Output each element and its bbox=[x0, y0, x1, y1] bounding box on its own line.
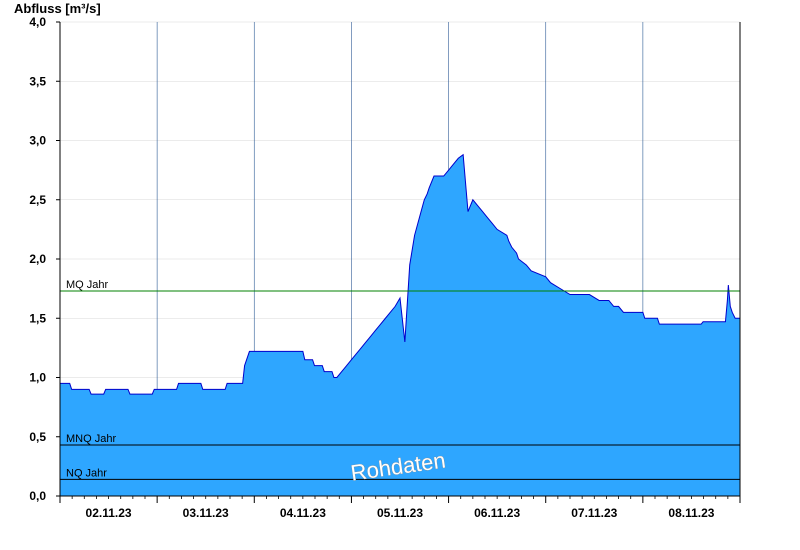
x-tick-label: 05.11.23 bbox=[377, 506, 423, 520]
area-layer bbox=[60, 153, 740, 496]
ref-line-label: MQ Jahr bbox=[66, 279, 109, 291]
x-tick-label: 03.11.23 bbox=[183, 506, 229, 520]
x-tick-label: 08.11.23 bbox=[668, 506, 714, 520]
x-tick-label: 07.11.23 bbox=[571, 506, 617, 520]
y-tick-label: 0,5 bbox=[29, 430, 46, 444]
ref-line-label: MNQ Jahr bbox=[66, 433, 116, 445]
y-tick-label: 1,5 bbox=[29, 311, 46, 325]
y-tick-label: 1,0 bbox=[29, 371, 46, 385]
discharge-line bbox=[60, 153, 740, 395]
x-tick-label: 04.11.23 bbox=[280, 506, 326, 520]
y-axis-label: Abfluss [m³/s] bbox=[14, 1, 101, 16]
y-tick-label: 2,0 bbox=[29, 252, 46, 266]
y-tick-label: 4,0 bbox=[29, 15, 46, 29]
y-tick-label: 0,0 bbox=[29, 489, 46, 503]
y-tick-label: 2,5 bbox=[29, 193, 46, 207]
x-tick-label: 02.11.23 bbox=[86, 506, 132, 520]
y-tick-label: 3,0 bbox=[29, 134, 46, 148]
reference-lines: MQ Jahr MNQ Jahr NQ Jahr bbox=[60, 279, 740, 480]
ref-line-label: NQ Jahr bbox=[66, 467, 107, 479]
y-tick-label: 3,5 bbox=[29, 74, 46, 88]
discharge-area bbox=[60, 154, 740, 496]
x-tick-label: 06.11.23 bbox=[474, 506, 520, 520]
axes: 0,0 0,5 1,0 1,5 2,0 2,5 3,0 3,5 4,0 02.11.23 03.11… bbox=[29, 15, 741, 520]
